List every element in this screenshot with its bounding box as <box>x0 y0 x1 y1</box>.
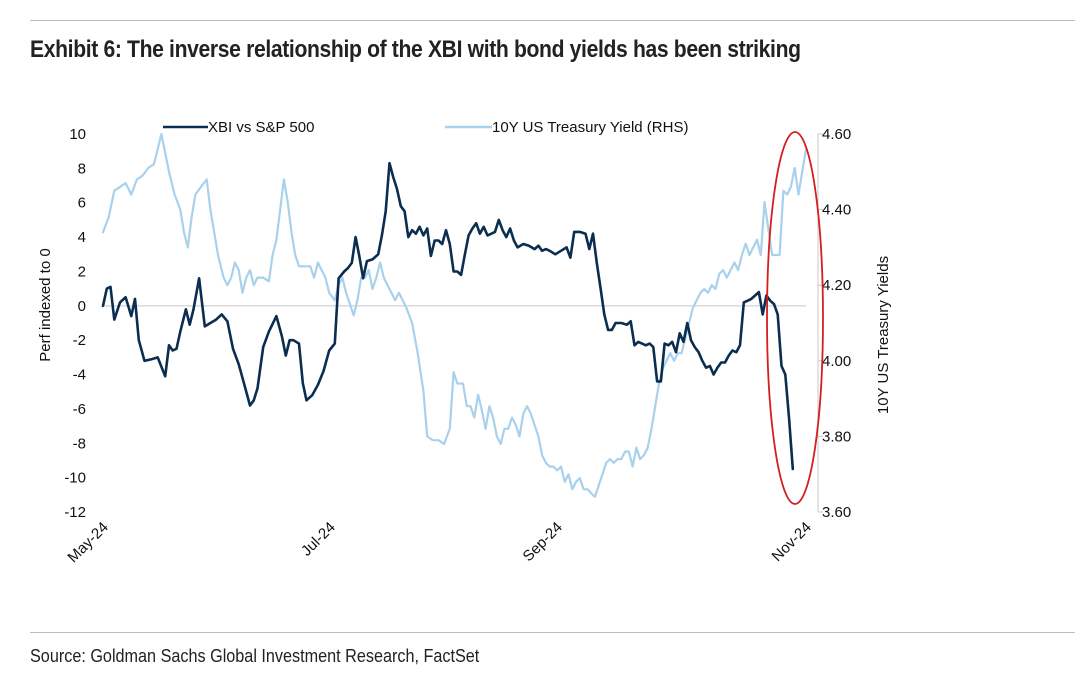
right-axis-title: 10Y US Treasury Yields <box>875 256 892 414</box>
bottom-rule <box>30 632 1075 633</box>
chart-area: 10 8 6 4 2 0 -2 -4 -6 -8 -10 -12 4.60 4.40 4.20 4.00 3.8… <box>37 119 892 566</box>
left-tick-label: 10 <box>69 126 86 143</box>
left-tick-label: 6 <box>78 195 86 212</box>
left-tick-label: -6 <box>73 401 86 418</box>
left-tick-label: 2 <box>78 263 86 280</box>
left-tick-label: 0 <box>78 298 86 315</box>
chart-lines <box>101 132 808 498</box>
left-tick-label: -2 <box>73 332 86 349</box>
right-tick-label: 4.20 <box>822 277 851 294</box>
left-tick-label: -12 <box>64 504 86 521</box>
left-axis-title: Perf indexed to 0 <box>37 248 54 361</box>
chart-axes: 10 8 6 4 2 0 -2 -4 -6 -8 -10 -12 4.60 4.40 4.20 4.00 3.8… <box>37 126 892 566</box>
x-tick-label: Sep-24 <box>520 519 566 565</box>
top-rule <box>30 20 1075 21</box>
right-tick-label: 3.60 <box>822 504 851 521</box>
chart-annotation <box>766 131 824 505</box>
treasury-yield-series-line <box>101 132 808 498</box>
right-tick-label: 3.80 <box>822 428 851 445</box>
x-tick-label: Jul-24 <box>298 519 339 560</box>
xbi-series-line <box>101 161 795 471</box>
left-tick-label: -10 <box>64 470 86 487</box>
legend-label-yield: 10Y US Treasury Yield (RHS) <box>492 119 688 136</box>
source-note: Source: Goldman Sachs Global Investment … <box>30 646 480 666</box>
left-tick-label: 8 <box>78 160 86 177</box>
exhibit-title: Exhibit 6: The inverse relationship of t… <box>30 36 801 63</box>
right-tick-label: 4.00 <box>822 353 851 370</box>
right-tick-label: 4.40 <box>822 202 851 219</box>
legend-label-xbi: XBI vs S&P 500 <box>208 119 314 136</box>
left-tick-label: -4 <box>73 367 86 384</box>
chart-legend: XBI vs S&P 500 10Y US Treasury Yield (RHS… <box>163 119 688 136</box>
right-tick-label: 4.60 <box>822 126 851 143</box>
left-tick-label: 4 <box>78 229 86 246</box>
highlight-ellipse <box>766 131 824 505</box>
x-tick-label: May-24 <box>64 519 111 566</box>
left-tick-label: -8 <box>73 435 86 452</box>
x-tick-label: Nov-24 <box>769 519 815 565</box>
